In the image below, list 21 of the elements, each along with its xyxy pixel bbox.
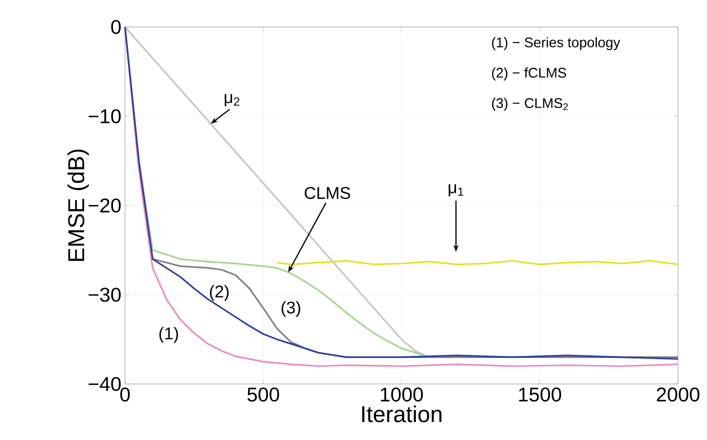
- annotation: CLMS: [304, 186, 350, 199]
- annotation: (2) − fCLMS: [492, 67, 566, 80]
- y-tick-label: −40: [88, 376, 121, 392]
- x-tick-label: 0: [120, 388, 130, 402]
- y-tick-label: −20: [88, 198, 121, 213]
- x-axis-title: Iteration: [362, 405, 442, 422]
- x-tick-label: 1000: [380, 388, 423, 402]
- y-tick-label: 0: [111, 20, 121, 34]
- y-tick-label: −10: [88, 109, 121, 124]
- y-tick-label: −30: [88, 288, 121, 302]
- x-tick-label: 1500: [519, 388, 562, 402]
- x-tick-label: 2000: [656, 388, 700, 402]
- annotation: (3): [282, 301, 300, 317]
- annotation: μ$_{2}$: [224, 94, 240, 106]
- annotation: (3) − CLMS$_{2}$: [492, 98, 568, 111]
- annotation: (1): [159, 327, 178, 343]
- annotation: (2): [210, 285, 229, 301]
- x-tick-label: 500: [247, 388, 280, 402]
- y-axis-title: EMSE (dB): [67, 150, 89, 261]
- annotation: μ$_{1}$: [448, 184, 464, 196]
- annotation: (1) − Series topology: [492, 37, 620, 50]
